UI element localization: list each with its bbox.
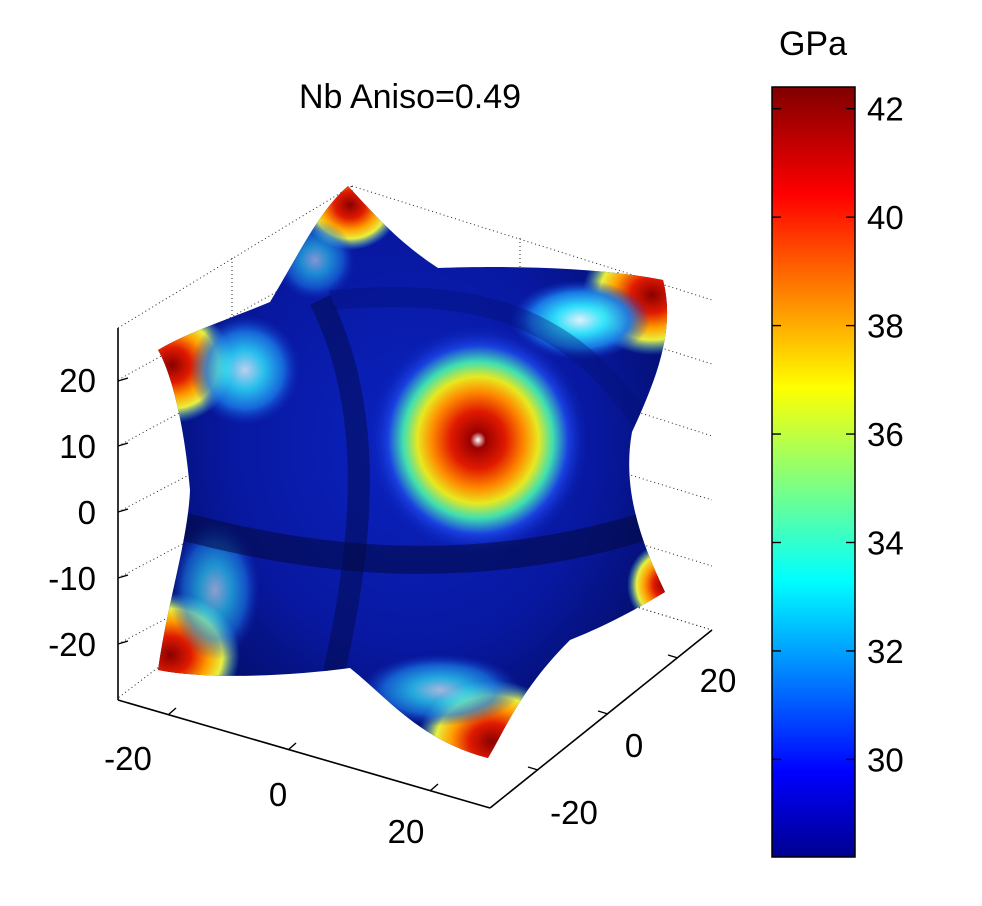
chart-title: Nb Aniso=0.49 [299,78,521,116]
z-tick-label: 10 [59,428,96,465]
x-tick-label: 20 [388,813,425,850]
colorbar-gradient [771,86,856,858]
x-tick-label: 0 [269,776,287,813]
x-tick-labels: -20 0 20 [104,740,424,850]
z-tick-label: -10 [48,560,96,597]
colorbar-tick-label: 38 [867,308,904,345]
z-tick-label: 0 [78,494,96,531]
x-tick-label: -20 [104,740,152,777]
y-tick-label: -20 [550,794,598,831]
colorbar-tick-label: 32 [867,633,904,670]
colorbar-ticks: 30 32 34 36 38 40 42 [772,91,904,778]
colorbar-tick-label: 30 [867,741,904,778]
colorbar-tick-label: 34 [867,524,904,561]
colorbar-tick-label: 36 [867,416,904,453]
y-tick-label: 20 [700,662,737,699]
y-tick-label: 0 [625,727,643,764]
colorbar-unit-label: GPa [779,25,847,63]
z-tick-labels: 20 10 0 -10 -20 [48,362,96,663]
y-tick-labels: -20 0 20 [550,662,736,831]
z-axis-ticks [117,377,129,645]
z-tick-label: -20 [48,626,96,663]
z-tick-label: 20 [59,362,96,399]
x-axis-ticks [167,707,439,792]
anisotropy-surface [158,186,668,758]
y-axis-ticks [527,654,679,771]
axis-lines [117,328,713,809]
colorbar-tick-label: 40 [867,199,904,236]
colorbar: GPa 30 32 34 36 38 40 42 [771,25,904,858]
colorbar-tick-label: 42 [867,91,904,128]
plot-axes: 20 10 0 -10 -20 -20 0 20 -20 0 20 [48,78,736,850]
